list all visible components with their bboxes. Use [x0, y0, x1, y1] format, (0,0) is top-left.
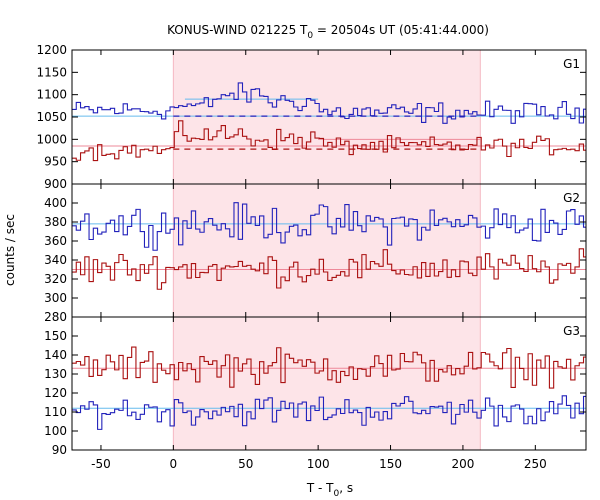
y-tick-label: 150 [44, 329, 67, 343]
panel-label: G3 [563, 324, 580, 338]
x-axis-label: T - T0, s [306, 481, 353, 499]
series-line-red [72, 120, 586, 162]
panel-label: G2 [563, 191, 580, 205]
panel-label: G1 [563, 57, 580, 71]
panel-g2: 280 300 320 340 360 380 400 G2 [44, 183, 587, 324]
x-tick-label: 200 [451, 457, 474, 471]
y-tick-label: 1000 [36, 132, 67, 146]
series-line-red [72, 346, 586, 389]
highlight-interval [173, 184, 481, 317]
chart-title: KONUS-WIND 021225 T0 = 20504s UT (05:41:… [167, 23, 489, 41]
y-tick-label: 110 [44, 405, 67, 419]
y-tick-label: 360 [44, 234, 67, 248]
x-tick-label: 50 [238, 457, 253, 471]
y-tick-label: 400 [44, 196, 67, 210]
highlight-interval [173, 50, 481, 184]
x-tick-label: 150 [379, 457, 402, 471]
y-tick-label: 900 [44, 177, 67, 191]
y-tick-label: 1100 [36, 88, 67, 102]
y-tick-label: 380 [44, 215, 67, 229]
y-tick-label: 320 [44, 272, 67, 286]
series-line-blue [72, 202, 586, 251]
x-tick-label: 250 [524, 457, 547, 471]
series-line-blue [72, 82, 586, 124]
y-tick-label: 130 [44, 367, 67, 381]
y-tick-label: 950 [44, 155, 67, 169]
y-tick-label: 1200 [36, 43, 67, 57]
highlight-interval [173, 317, 481, 450]
y-tick-label: 120 [44, 386, 67, 400]
y-tick-label: 1150 [36, 65, 67, 79]
y-tick-label: 300 [44, 291, 67, 305]
y-axis-label: counts / sec [3, 214, 17, 286]
y-tick-label: 1050 [36, 110, 67, 124]
y-tick-label: 140 [44, 348, 67, 362]
series-line-red [72, 248, 586, 290]
x-tick-label: 0 [170, 457, 178, 471]
panel-frame [71, 316, 587, 451]
x-tick-label: 100 [307, 457, 330, 471]
y-tick-label: 280 [44, 310, 67, 324]
x-tick-label: -50 [91, 457, 111, 471]
series-line-blue [72, 395, 586, 430]
plot-area: 90095010001050110011501200G1280300320340… [36, 43, 587, 471]
panel-g3: 90 100 110 120 130 140 150 G3 [44, 316, 587, 457]
y-tick-label: 100 [44, 424, 67, 438]
y-tick-label: 90 [52, 443, 67, 457]
y-tick-label: 340 [44, 253, 67, 267]
panel-g1: 900 950 1000 1050 1100 1150 1200 G1 [36, 43, 587, 191]
